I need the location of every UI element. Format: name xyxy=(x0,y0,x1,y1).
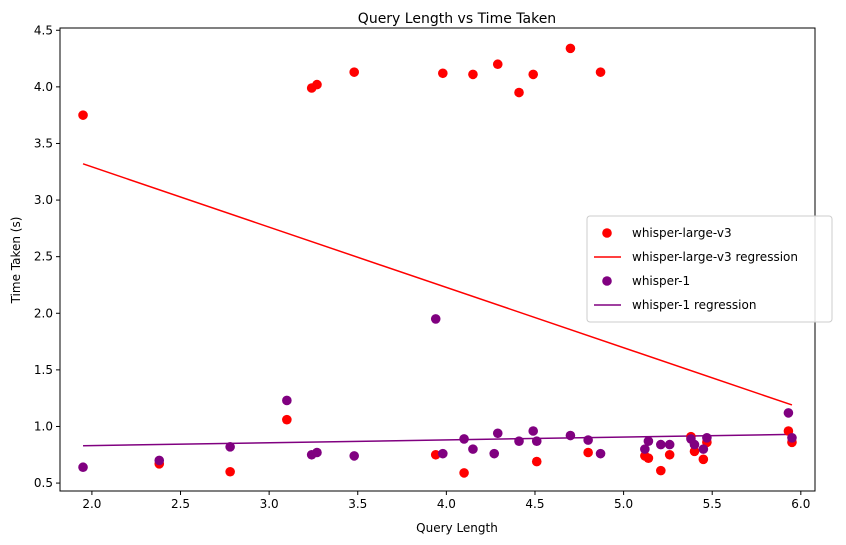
chart-title: Query Length vs Time Taken xyxy=(358,11,556,27)
whisper-large-v3-point xyxy=(349,67,360,77)
whisper-1-point xyxy=(430,314,441,324)
whisper-1-point xyxy=(787,432,797,443)
whisper-large-v3-point xyxy=(282,414,292,425)
whisper-1-point xyxy=(664,439,675,450)
whisper-large-v3-legend-marker xyxy=(602,228,612,238)
x-axis-title: Query Length xyxy=(416,521,498,535)
x-tick-label: 3.5 xyxy=(348,497,367,511)
whisper-1-point xyxy=(689,439,700,450)
whisper-1-point xyxy=(438,448,448,459)
whisper-large-v3-point xyxy=(583,447,593,458)
whisper-large-v3-point xyxy=(78,110,88,120)
y-axis: 0.5 1.0 1.5 2.0 2.5 3.0 3.5 4.0 4.5 xyxy=(34,23,60,490)
whisper-large-v3-point xyxy=(528,69,539,80)
series-layer xyxy=(78,43,797,478)
whisper-large-v3-point xyxy=(312,79,322,90)
x-tick-label: 4.5 xyxy=(525,497,544,511)
whisper-large-v3-point xyxy=(430,449,441,460)
whisper-1-point xyxy=(565,430,576,441)
whisper-1-point xyxy=(225,442,235,452)
y-tick-label: 0.5 xyxy=(34,476,53,490)
y-tick-label: 1.0 xyxy=(34,419,53,433)
whisper-large-v3-point xyxy=(595,67,606,77)
legend-label: whisper-large-v3 xyxy=(632,226,732,240)
x-tick-label: 3.0 xyxy=(260,497,279,511)
whisper-large-v3-point xyxy=(459,468,469,478)
whisper-1-point xyxy=(349,451,360,461)
x-tick-label: 5.0 xyxy=(614,497,633,511)
whisper-large-v3-regression-line xyxy=(82,163,793,406)
legend-label: whisper-1 regression xyxy=(632,298,756,312)
whisper-large-v3-point xyxy=(689,446,700,457)
y-tick-label: 1.5 xyxy=(34,363,53,377)
whisper-1-point xyxy=(531,436,542,446)
whisper-1-legend-marker xyxy=(602,276,612,286)
whisper-large-v3-point xyxy=(468,69,478,80)
x-axis: 2.0 2.5 3.0 3.5 4.0 4.5 5.0 5.5 6.0 xyxy=(82,491,810,511)
x-tick-label: 4.0 xyxy=(437,497,456,511)
whisper-1-point xyxy=(78,462,88,473)
whisper-large-v3-point xyxy=(492,59,503,70)
whisper-1-point xyxy=(656,439,666,450)
y-tick-label: 4.0 xyxy=(34,80,53,94)
legend-label: whisper-1 xyxy=(632,274,690,288)
whisper-large-v3-point xyxy=(438,68,448,79)
legend-box xyxy=(586,215,833,323)
whisper-1-point xyxy=(154,455,165,466)
y-tick-label: 2.5 xyxy=(34,250,53,264)
whisper-large-v3-point xyxy=(698,454,709,465)
whisper-1-point xyxy=(282,395,292,406)
y-tick-label: 3.5 xyxy=(34,136,53,150)
x-tick-label: 6.0 xyxy=(791,497,810,511)
whisper-1-point xyxy=(643,436,654,446)
x-tick-label: 5.5 xyxy=(703,497,722,511)
whisper-large-v3-point xyxy=(225,466,235,477)
whisper-large-v3-point xyxy=(664,449,675,460)
whisper-1-point xyxy=(583,435,593,445)
whisper-1-point xyxy=(528,426,539,436)
whisper-large-v3-point xyxy=(656,465,666,476)
whisper-1-point xyxy=(640,444,650,454)
whisper-1-regression-line xyxy=(83,433,792,447)
whisper-large-v3-point xyxy=(531,456,542,467)
whisper-1-point xyxy=(702,432,712,443)
whisper-1-point xyxy=(312,447,322,458)
y-tick-label: 4.5 xyxy=(34,23,53,37)
whisper-large-v3-point xyxy=(643,453,654,463)
whisper-large-v3-point xyxy=(565,43,576,54)
whisper-large-v3-point xyxy=(514,87,524,98)
legend: whisper-large-v3 whisper-large-v3 regress… xyxy=(586,215,833,323)
y-tick-label: 3.0 xyxy=(34,193,53,207)
whisper-1-point xyxy=(468,444,478,454)
whisper-1-point xyxy=(489,448,500,459)
y-tick-label: 2.0 xyxy=(34,306,53,320)
y-axis-title: Time Taken (s) xyxy=(9,217,23,305)
whisper-1-point xyxy=(459,434,469,444)
whisper-1-point xyxy=(492,428,503,439)
x-tick-label: 2.5 xyxy=(171,497,190,511)
x-tick-label: 2.0 xyxy=(82,497,101,511)
legend-label: whisper-large-v3 regression xyxy=(632,250,798,264)
whisper-1-point xyxy=(698,444,709,454)
whisper-1-point xyxy=(514,436,524,446)
whisper-1-point xyxy=(595,448,606,459)
whisper-1-point xyxy=(783,408,794,418)
